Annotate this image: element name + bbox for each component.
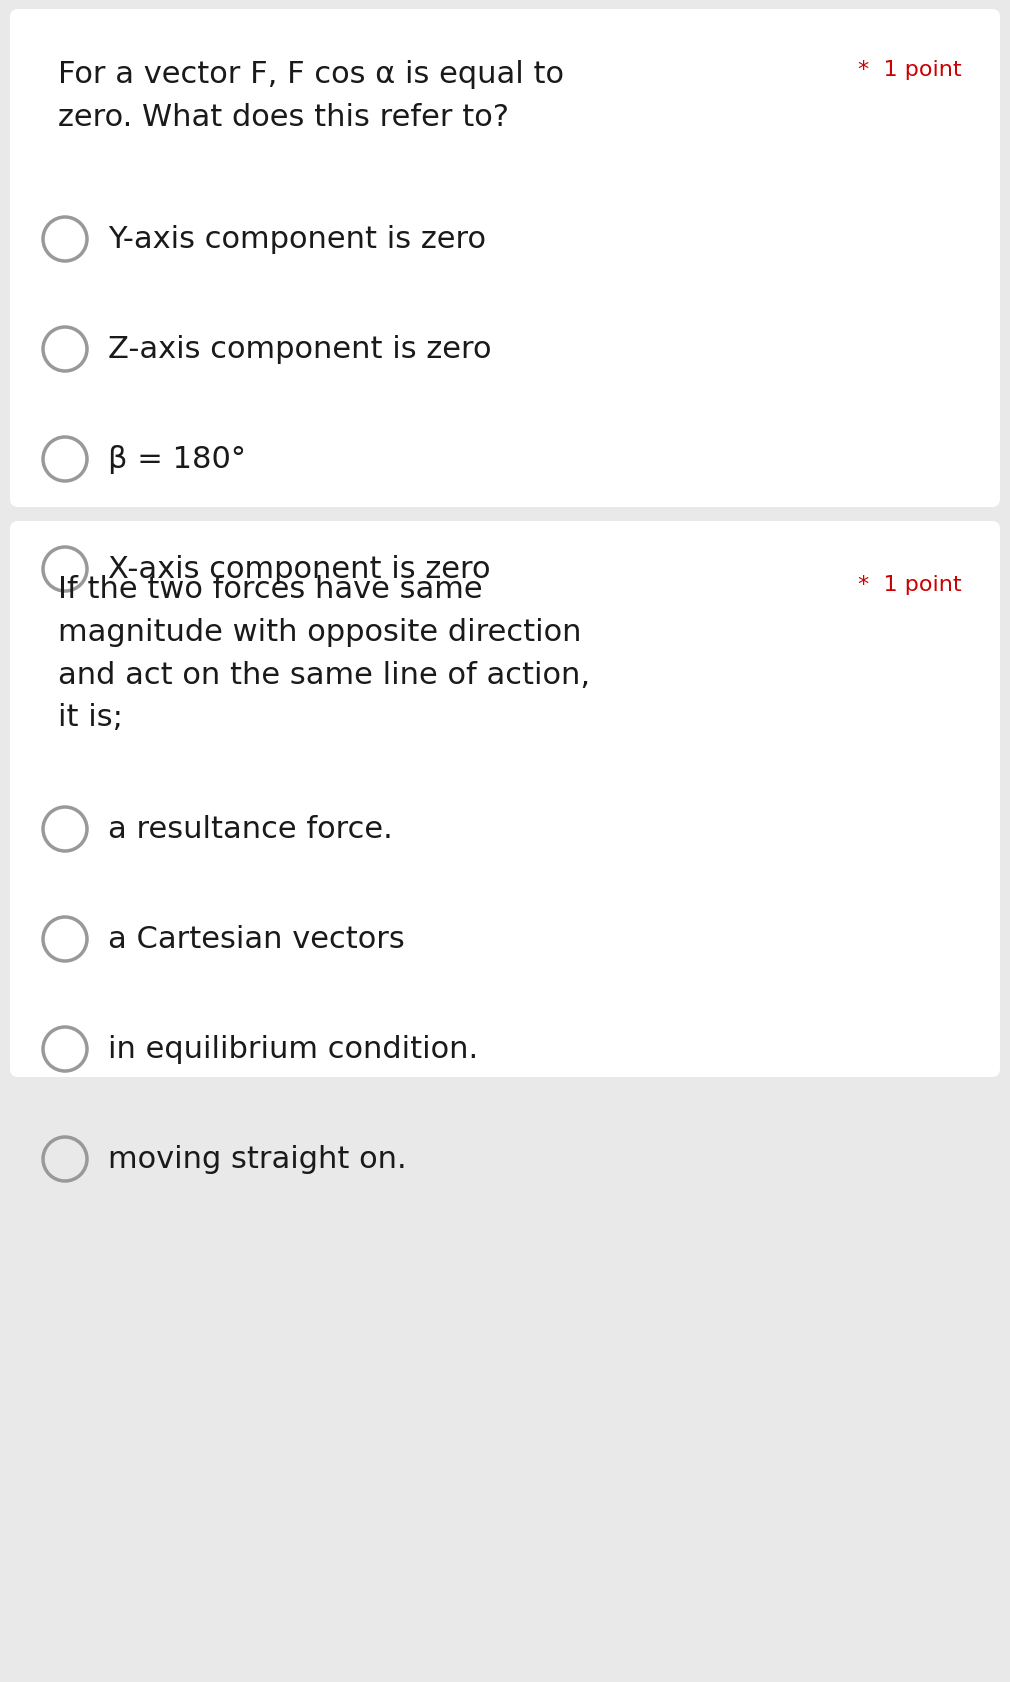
Text: in equilibrium condition.: in equilibrium condition. bbox=[108, 1034, 478, 1065]
Text: a Cartesian vectors: a Cartesian vectors bbox=[108, 925, 405, 954]
Text: Z-axis component is zero: Z-axis component is zero bbox=[108, 335, 492, 365]
Text: a resultance force.: a resultance force. bbox=[108, 816, 393, 844]
FancyBboxPatch shape bbox=[10, 10, 1000, 508]
Text: moving straight on.: moving straight on. bbox=[108, 1145, 407, 1174]
Text: X-axis component is zero: X-axis component is zero bbox=[108, 555, 491, 584]
FancyBboxPatch shape bbox=[10, 521, 1000, 1078]
Text: If the two forces have same
magnitude with opposite direction
and act on the sam: If the two forces have same magnitude wi… bbox=[58, 575, 590, 732]
Text: *  1 point: * 1 point bbox=[858, 61, 962, 81]
Text: For a vector F, F cos α is equal to
zero. What does this refer to?: For a vector F, F cos α is equal to zero… bbox=[58, 61, 564, 131]
Text: β = 180°: β = 180° bbox=[108, 446, 246, 474]
Text: *  1 point: * 1 point bbox=[858, 575, 962, 595]
Text: Y-axis component is zero: Y-axis component is zero bbox=[108, 225, 486, 254]
